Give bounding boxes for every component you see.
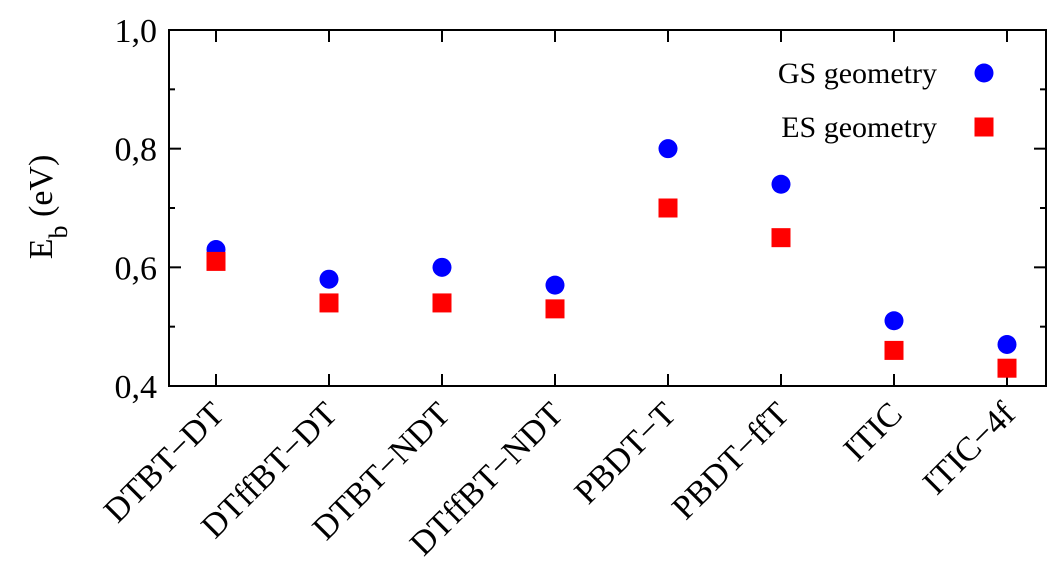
gs-point bbox=[658, 139, 678, 159]
gs-point bbox=[319, 269, 339, 289]
es-point bbox=[884, 340, 904, 360]
x-tick-label: PBDT−T bbox=[568, 395, 684, 511]
gs-point bbox=[771, 174, 791, 194]
y-tick-label: 1,0 bbox=[115, 13, 158, 50]
legend-label: GS geometry bbox=[778, 57, 937, 90]
x-tick-label: ITIC bbox=[837, 395, 910, 468]
y-tick-label: 0,4 bbox=[115, 369, 158, 406]
legend-label: ES geometry bbox=[781, 111, 937, 144]
es-point bbox=[432, 293, 452, 313]
data-marks bbox=[206, 139, 1017, 378]
y-axis-label: Eb (eV) bbox=[23, 155, 73, 260]
gs-point bbox=[432, 257, 452, 277]
gs-point bbox=[884, 311, 904, 331]
x-tick-label: PBDT−ffT bbox=[665, 395, 797, 527]
gs-point bbox=[545, 275, 565, 295]
ticks: 0,40,60,81,0DTBT−DTDTffBT−DTDTBT−NDTDTff… bbox=[97, 13, 1046, 563]
es-point bbox=[206, 251, 226, 271]
x-tick-label: ITIC−4f bbox=[916, 395, 1023, 502]
y-tick-label: 0,8 bbox=[115, 132, 158, 169]
es-point bbox=[771, 228, 791, 248]
es-point bbox=[319, 293, 339, 313]
legend-marker-square bbox=[974, 117, 994, 137]
legend: GS geometry ES geometry bbox=[778, 57, 994, 144]
es-point bbox=[545, 299, 565, 319]
es-point bbox=[658, 198, 678, 218]
es-point bbox=[997, 358, 1017, 378]
legend-marker-circle bbox=[974, 63, 994, 83]
y-tick-label: 0,6 bbox=[115, 250, 158, 287]
gs-point bbox=[997, 334, 1017, 354]
